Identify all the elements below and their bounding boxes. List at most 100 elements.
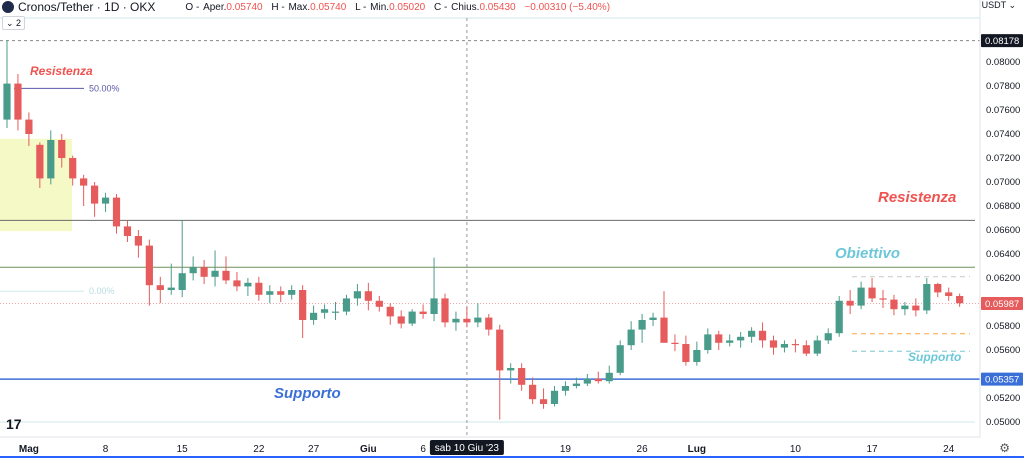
gear-icon[interactable]: ⚙	[999, 441, 1010, 455]
candle-body	[408, 311, 416, 324]
x-tick-label: 26	[637, 444, 649, 455]
y-tick-label: 0.08000	[986, 57, 1020, 68]
tradingview-logo: 17	[6, 416, 22, 432]
pane-badge-count: 2	[16, 18, 22, 28]
currency-selector[interactable]: USDT ⌄	[982, 0, 1016, 11]
low-key: L -	[355, 1, 370, 13]
change-value: −0.00310 (−5.40%)	[524, 1, 611, 13]
x-tick-label: Lug	[688, 444, 706, 455]
candle-body	[956, 296, 964, 304]
candle-body	[101, 197, 110, 204]
candle-body	[846, 300, 854, 306]
x-tick-label: 27	[308, 444, 320, 455]
candle-body	[299, 290, 307, 320]
candle-body	[266, 291, 274, 295]
crosshair-date-label: sab 10 Giu '23	[435, 443, 500, 454]
close-value: 0.05430	[479, 1, 516, 13]
candle-body	[550, 390, 559, 404]
candle-body	[660, 317, 668, 343]
x-tick-label: 10	[790, 444, 802, 455]
candle-body	[452, 318, 460, 323]
price-label-text: 0.05987	[985, 299, 1019, 310]
candle-body	[331, 311, 340, 313]
candle-body	[233, 280, 241, 287]
target-label: Obiettivo	[835, 245, 901, 262]
candle-body	[671, 342, 679, 344]
candle-body	[868, 287, 876, 299]
candle-body	[58, 140, 66, 158]
candle-body	[47, 140, 55, 179]
candle-body	[726, 340, 734, 343]
cronos-coin-icon	[2, 1, 14, 13]
x-tick-label: 6	[420, 444, 426, 455]
candle-body	[693, 350, 701, 362]
candle-body	[69, 158, 77, 179]
x-tick-label: 24	[943, 444, 955, 455]
low-label: Min.	[370, 1, 390, 13]
candle-body	[123, 226, 132, 236]
candle-body	[288, 290, 296, 295]
symbol-title[interactable]: Cronos/Tether · 1D · OKX	[18, 0, 156, 14]
x-tick-label: 19	[560, 444, 572, 455]
candle-body	[605, 372, 613, 382]
candle-body	[255, 282, 263, 295]
candle-body	[572, 383, 580, 386]
candle-body	[890, 299, 898, 310]
candle-body	[211, 270, 219, 277]
candle-body	[112, 197, 121, 227]
pane-collapse-button[interactable]: ⌄ 2	[2, 16, 26, 30]
candle-body	[145, 245, 153, 286]
currency-label: USDT	[981, 0, 1006, 10]
candle-body	[802, 345, 810, 354]
candle-body	[649, 317, 657, 320]
close-key: C -	[434, 1, 451, 13]
candle-body	[682, 344, 690, 362]
x-tick-label: Mag	[19, 444, 39, 455]
high-label: Max.	[288, 1, 311, 13]
high-key: H -	[271, 1, 288, 13]
candle-body	[737, 336, 745, 341]
y-tick-label: 0.05800	[986, 321, 1020, 332]
candle-body	[945, 292, 953, 296]
chevron-down-icon: ⌄	[1008, 0, 1016, 10]
y-tick-label: 0.05000	[986, 417, 1020, 428]
candle-body	[780, 344, 789, 348]
resistance-label-top: Resistenza	[30, 64, 93, 78]
candle-body	[594, 378, 602, 382]
candle-body	[310, 312, 318, 320]
candle-body	[80, 178, 88, 186]
y-tick-label: 0.05200	[986, 393, 1020, 404]
x-tick-label: Giu	[360, 444, 377, 455]
bottom-border	[0, 456, 1024, 458]
candle-body	[507, 368, 515, 371]
candle-body	[912, 305, 920, 311]
candle-body	[934, 284, 942, 293]
candle-body	[277, 291, 285, 295]
y-tick-label: 0.06200	[986, 273, 1020, 284]
candle-body	[715, 334, 723, 343]
price-label-box	[981, 297, 1023, 311]
candle-body	[923, 284, 931, 311]
candle-body	[616, 345, 624, 373]
candle-body	[364, 291, 372, 301]
candle-body	[627, 329, 635, 346]
candle-body	[397, 316, 405, 324]
open-value: 0.05740	[226, 1, 263, 13]
candle-body	[813, 340, 821, 354]
price-label-text: 0.05357	[985, 375, 1019, 386]
x-tick-label: 8	[103, 444, 109, 455]
candle-body	[748, 330, 756, 337]
x-tick-label: 17	[866, 444, 878, 455]
candle-body	[561, 386, 570, 391]
candle-body	[200, 267, 208, 277]
y-tick-label: 0.07600	[986, 105, 1020, 116]
candle-body	[638, 320, 646, 330]
candle-body	[518, 368, 526, 385]
candle-body	[485, 317, 493, 330]
candle-body	[134, 236, 142, 246]
candle-body	[342, 298, 351, 312]
resistance-label-right: Resistenza	[878, 189, 957, 206]
candle-body	[189, 267, 197, 274]
high-value: 0.05740	[310, 1, 347, 13]
